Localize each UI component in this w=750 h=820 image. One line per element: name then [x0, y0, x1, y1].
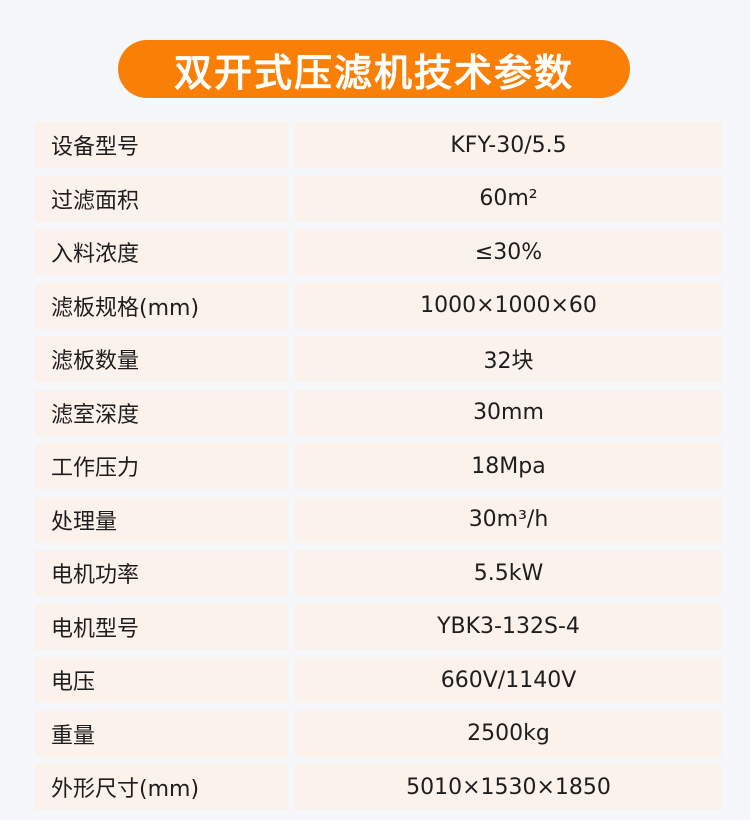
spec-label: 滤室深度	[35, 389, 288, 436]
spec-value: 60m²	[295, 175, 722, 222]
table-row: 处理量 30m³/h	[35, 496, 722, 543]
table-row: 滤板规格(mm) 1000×1000×60	[35, 282, 722, 329]
table-row: 外形尺寸(mm) 5010×1530×1850	[35, 764, 722, 810]
table-row: 滤室深度 30mm	[35, 389, 722, 436]
table-row: 电压 660V/1140V	[35, 657, 722, 703]
spec-value: 30mm	[295, 389, 722, 436]
spec-label: 工作压力	[35, 443, 288, 489]
spec-value: ≤30%	[295, 229, 722, 275]
spec-label: 入料浓度	[35, 229, 288, 275]
spec-table: 设备型号 KFY-30/5.5 过滤面积 60m² 入料浓度 ≤30% 滤板规格(mm) 10…	[35, 122, 722, 818]
spec-value: KFY-30/5.5	[295, 122, 722, 168]
spec-label: 电机型号	[35, 603, 288, 650]
spec-label: 过滤面积	[35, 175, 288, 222]
spec-label: 设备型号	[35, 122, 288, 168]
spec-value: 18Mpa	[295, 443, 722, 489]
spec-value: 32块	[295, 336, 722, 382]
spec-value: 1000×1000×60	[295, 282, 722, 329]
spec-label: 重量	[35, 710, 288, 757]
spec-label: 滤板规格(mm)	[35, 282, 288, 329]
spec-value: YBK3-132S-4	[295, 603, 722, 650]
spec-label: 处理量	[35, 496, 288, 543]
spec-value: 5.5kW	[295, 550, 722, 596]
spec-value: 660V/1140V	[295, 657, 722, 703]
table-row: 电机功率 5.5kW	[35, 550, 722, 596]
spec-value: 2500kg	[295, 710, 722, 757]
table-row: 工作压力 18Mpa	[35, 443, 722, 489]
spec-label: 外形尺寸(mm)	[35, 764, 288, 810]
spec-value: 30m³/h	[295, 496, 722, 543]
page-title: 双开式压滤机技术参数	[118, 40, 630, 98]
spec-label: 电机功率	[35, 550, 288, 596]
table-row: 入料浓度 ≤30%	[35, 229, 722, 275]
table-row: 设备型号 KFY-30/5.5	[35, 122, 722, 168]
table-row: 重量 2500kg	[35, 710, 722, 757]
table-row: 电机型号 YBK3-132S-4	[35, 603, 722, 650]
spec-label: 滤板数量	[35, 336, 288, 382]
spec-value: 5010×1530×1850	[295, 764, 722, 810]
table-row: 过滤面积 60m²	[35, 175, 722, 222]
spec-label: 电压	[35, 657, 288, 703]
table-row: 滤板数量 32块	[35, 336, 722, 382]
